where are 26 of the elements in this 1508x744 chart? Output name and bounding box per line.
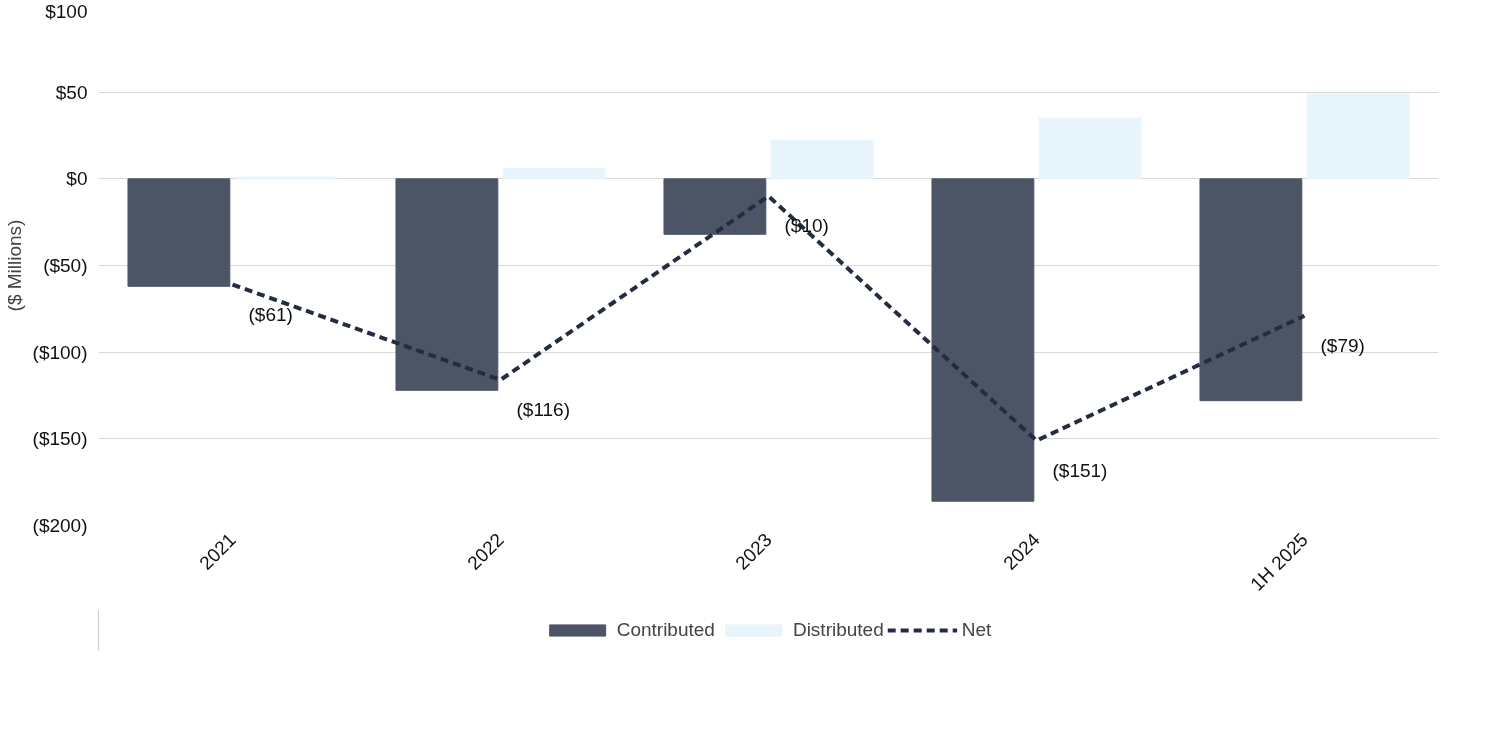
y-tick-label: ($150) <box>32 428 88 450</box>
y-tick-label: $50 <box>55 81 88 103</box>
bar <box>127 178 231 287</box>
bar <box>1038 117 1142 180</box>
y-tick-label: $0 <box>66 168 88 190</box>
y-axis-title: ($ Millions) <box>3 219 25 312</box>
y-tick-label: ($50) <box>43 255 88 276</box>
bar <box>770 140 874 180</box>
bar <box>502 167 606 180</box>
y-tick-label: ($200) <box>32 515 88 536</box>
legend-label: Distributed <box>792 619 884 641</box>
data-label: ($10) <box>784 215 829 237</box>
y-tick-label: ($100) <box>32 341 88 363</box>
y-tick-label: $100 <box>45 0 88 22</box>
data-label: ($61) <box>248 303 293 325</box>
data-label: ($79) <box>1320 334 1365 356</box>
data-label: ($151) <box>1052 459 1108 481</box>
legend-label: Contributed <box>616 619 715 641</box>
bar <box>1199 178 1303 402</box>
bar <box>1306 93 1410 180</box>
data-label: ($116) <box>516 398 571 420</box>
bar <box>663 178 767 235</box>
legend-label: Net <box>961 619 992 641</box>
bar <box>395 178 499 391</box>
bar <box>931 178 1035 502</box>
line-series <box>230 194 1307 443</box>
